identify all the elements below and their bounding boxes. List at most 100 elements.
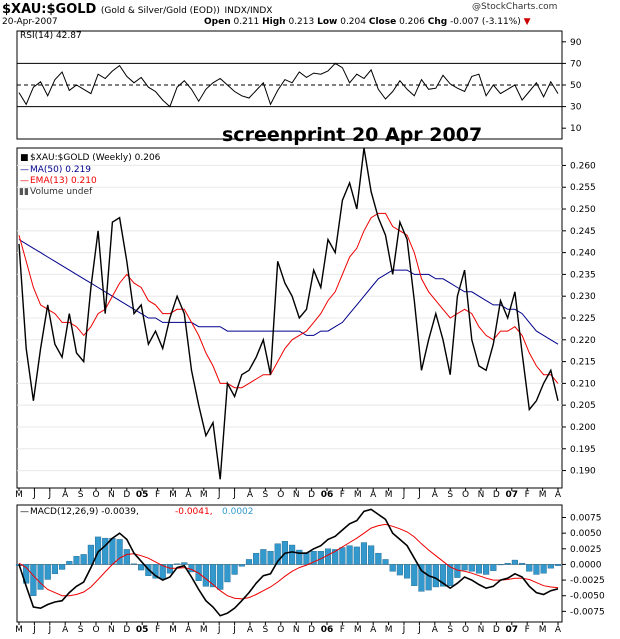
macd-histogram-bar — [490, 564, 497, 571]
macd-histogram-bar — [468, 564, 475, 572]
macd-x-label: 05 — [136, 625, 149, 635]
price-x-label: N — [293, 490, 300, 500]
macd-histogram-bar — [439, 564, 447, 587]
macd-histogram-bar — [130, 563, 138, 565]
macd-histogram-bar — [547, 564, 554, 569]
macd-x-label: F — [525, 625, 530, 635]
macd-histogram-bar — [303, 552, 310, 565]
macd-x-label: J — [47, 625, 51, 635]
macd-histogram-bar — [389, 564, 396, 572]
price-tick-label: 0.250 — [570, 205, 596, 215]
macd-x-label: J — [32, 625, 36, 635]
histogram-legend: 0.0002 — [222, 507, 254, 517]
ma-legend-swatch: — — [20, 165, 29, 175]
macd-tick-label: 0.0050 — [570, 529, 602, 539]
macd-x-label: A — [62, 625, 69, 635]
price-tick-label: 0.235 — [570, 270, 596, 280]
volume-icon: ▮▮ — [19, 187, 29, 197]
macd-legend-swatch: — — [20, 507, 29, 517]
price-x-label: F — [525, 490, 530, 500]
macd-histogram-bar — [360, 542, 368, 565]
price-tick-label: 0.220 — [570, 336, 596, 346]
macd-histogram-bar — [87, 544, 94, 565]
macd-histogram-bar — [138, 564, 145, 571]
rsi-line — [18, 62, 559, 108]
macd-histogram-bar — [447, 564, 454, 586]
price-x-label: J — [417, 490, 421, 500]
macd-x-label: J — [217, 625, 221, 635]
ma50-line — [18, 239, 559, 345]
close-value: 0.206 — [399, 17, 425, 27]
macd-tick-label: 0.0000 — [570, 560, 602, 570]
rsi-tick-label: 90 — [570, 38, 582, 48]
macd-histogram-bar — [346, 545, 353, 565]
down-arrow-icon: ▼ — [523, 17, 531, 27]
price-tick-label: 0.195 — [570, 445, 596, 455]
price-x-label: O — [92, 490, 99, 500]
quote-summary: Open 0.211 High 0.213 Low 0.204 Close 0.… — [204, 17, 531, 27]
macd-histogram-bar — [30, 564, 37, 596]
macd-x-label: O — [92, 625, 99, 635]
macd-histogram-bar — [209, 564, 217, 588]
macd-x-label: M — [539, 625, 547, 635]
price-x-label: J — [232, 490, 236, 500]
macd-histogram-bar — [310, 551, 317, 565]
price-tick-label: 0.245 — [570, 227, 596, 237]
macd-x-label: J — [402, 625, 406, 635]
macd-x-label: 07 — [506, 625, 519, 635]
macd-histogram-bar — [44, 564, 51, 580]
price-x-label: A — [62, 490, 69, 500]
price-x-label: O — [277, 490, 284, 500]
macd-histogram-bar — [253, 552, 260, 565]
macd-histogram-bar — [368, 545, 375, 565]
price-x-label: 07 — [506, 490, 519, 500]
price-tick-label: 0.225 — [570, 314, 596, 324]
price-x-label: J — [47, 490, 51, 500]
macd-x-label: A — [370, 625, 377, 635]
macd-x-label: J — [417, 625, 421, 635]
brand-label[interactable]: @StockCharts.com — [472, 2, 558, 12]
macd-histogram-bar — [109, 537, 116, 565]
macd-x-label: A — [555, 625, 562, 635]
macd-histogram-bar — [475, 564, 483, 574]
high-value: 0.213 — [288, 17, 315, 27]
macd-x-label: A — [247, 625, 254, 635]
price-x-label: M — [385, 490, 393, 500]
chg-label: Chg — [427, 17, 448, 27]
macd-x-label: M — [169, 625, 177, 635]
macd-histogram-bar — [66, 561, 73, 565]
macd-x-label: A — [432, 625, 439, 635]
macd-histogram-bar — [174, 563, 181, 565]
price-x-label: S — [447, 490, 453, 500]
price-tick-label: 0.210 — [570, 379, 596, 389]
macd-x-label: D — [493, 625, 500, 635]
volume-legend: Volume undef — [30, 187, 93, 197]
macd-histogram-bar — [504, 562, 511, 565]
macd-histogram-bar — [518, 562, 526, 565]
price-x-label: D — [493, 490, 500, 500]
signal-legend: -0.0041, — [175, 507, 213, 517]
macd-histogram-bar — [116, 539, 123, 565]
macd-histogram-bar — [332, 549, 339, 565]
macd-histogram-bar — [540, 564, 547, 574]
macd-tick-label: 0.0025 — [570, 545, 602, 555]
ma-legend: MA(50) 0.219 — [30, 165, 91, 175]
macd-histogram-bar — [181, 562, 188, 565]
macd-histogram-bar — [404, 564, 411, 579]
annotation-text: screenprint 20 Apr 2007 — [222, 124, 482, 146]
price-x-label: J — [217, 490, 221, 500]
macd-histogram-bar — [554, 564, 562, 566]
macd-histogram-bar — [418, 564, 425, 592]
price-x-label: S — [263, 490, 269, 500]
price-x-label: 05 — [136, 490, 149, 500]
rsi-tick-label: 70 — [570, 59, 582, 69]
macd-histogram-bar — [166, 564, 173, 574]
price-tick-label: 0.215 — [570, 358, 596, 368]
macd-histogram-bar — [274, 543, 281, 565]
close-label: Close — [368, 17, 397, 27]
macd-histogram-bar — [59, 564, 66, 570]
low-label: Low — [317, 17, 338, 27]
macd-x-label: S — [447, 625, 453, 635]
macd-histogram-bar — [73, 556, 80, 565]
